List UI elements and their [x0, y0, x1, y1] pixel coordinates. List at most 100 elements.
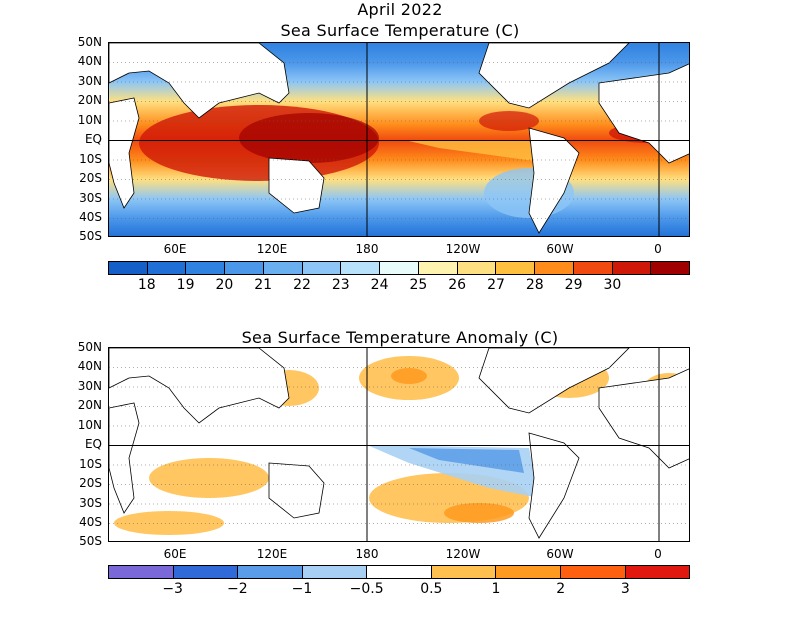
map-title-date: April 2022	[357, 0, 443, 19]
colorbar-swatch	[612, 262, 652, 274]
colorbar-label: 19	[176, 277, 195, 293]
colorbar-label: 0.5	[420, 581, 443, 597]
equatorial-cold-tongue	[409, 141, 549, 163]
lon-label: 60W	[546, 547, 574, 561]
lon-label: 180	[355, 242, 379, 256]
colorbar-label: 27	[487, 277, 505, 293]
eurasia-land	[109, 43, 290, 119]
colorbar-label: −2	[227, 581, 248, 597]
lat-label: 50N	[77, 35, 102, 49]
colorbar-swatch	[625, 566, 690, 578]
lon-label: 60E	[163, 242, 187, 256]
strong-positive-anomaly	[391, 368, 514, 523]
colorbar-swatch	[651, 262, 690, 274]
colorbar-label: 30	[603, 277, 622, 293]
lat-label: 10N	[77, 113, 102, 127]
africa-land	[109, 402, 140, 514]
lat-label: 50S	[79, 534, 102, 548]
colorbar-swatch	[457, 262, 497, 274]
lon-label: 0	[654, 547, 662, 561]
lat-label: 40N	[77, 359, 102, 373]
colorbar-swatch	[367, 566, 432, 578]
west-africa-europe-land	[598, 368, 689, 469]
lat-label: 50S	[79, 229, 102, 243]
lon-label: 120W	[445, 242, 481, 256]
lat-label: 50N	[77, 340, 102, 354]
lon-label: 60W	[546, 242, 574, 256]
west-africa-europe-land	[598, 63, 689, 164]
strong-negative-anomaly	[409, 448, 524, 473]
colorbar-label: −1	[291, 581, 313, 597]
eurasia-land	[109, 348, 290, 424]
colorbar-swatch	[302, 262, 342, 274]
colorbar-label: −3	[162, 581, 183, 597]
colorbar-swatch	[147, 262, 187, 274]
australia-land	[268, 157, 325, 214]
lat-gridlines	[109, 62, 689, 219]
colorbar-label: 22	[293, 277, 311, 293]
colorbar-label: 2	[556, 581, 566, 597]
lat-label: 30N	[77, 379, 102, 393]
lat-label: EQ	[84, 132, 102, 146]
lat-label: 20S	[79, 476, 102, 490]
colorbar-swatch	[302, 566, 368, 578]
colorbar-swatch	[431, 566, 497, 578]
colorbar-swatch	[535, 262, 574, 274]
lat-label: EQ	[84, 437, 102, 451]
colorbar-swatch	[418, 262, 458, 274]
land-masses-anomaly	[109, 348, 689, 539]
lon-label: 180	[355, 547, 379, 561]
colorbar-swatch	[186, 262, 226, 274]
anomaly-map-title: Sea Surface Temperature Anomaly (C)	[241, 328, 559, 347]
colorbar-label: 28	[525, 277, 544, 293]
lon-label: 0	[654, 242, 662, 256]
lon-label: 120E	[256, 547, 288, 561]
lat-label: 30S	[79, 191, 102, 205]
colorbar-label: −0.5	[349, 581, 384, 597]
colorbar-label: 21	[254, 277, 273, 293]
lat-gridlines-anomaly	[109, 367, 689, 524]
colorbar-swatch	[496, 262, 536, 274]
australia-land	[268, 462, 325, 519]
colorbar-label: 20	[215, 277, 234, 293]
africa-land	[109, 97, 140, 209]
colorbar-swatch	[238, 566, 303, 578]
colorbar-label: 29	[564, 277, 583, 293]
colorbar-label: 23	[331, 277, 350, 293]
colorbar-swatch	[496, 566, 561, 578]
colorbar-label: 24	[370, 277, 389, 293]
warm-pool-core	[239, 113, 379, 163]
colorbar-label: 3	[620, 581, 630, 597]
lat-label: 40N	[77, 54, 102, 68]
lat-label: 20N	[77, 398, 102, 412]
map-title-sst: Sea Surface Temperature (C)	[280, 21, 520, 40]
lat-label: 10N	[77, 418, 102, 432]
colorbar-swatch	[573, 262, 613, 274]
colorbar-label: 1	[491, 581, 501, 597]
colorbar-swatch	[173, 566, 239, 578]
sst-anomaly-map	[108, 347, 690, 542]
colorbar-swatch	[109, 262, 148, 274]
lat-label: 10S	[79, 152, 102, 166]
colorbar-label: 18	[137, 277, 156, 293]
colorbar-swatch	[263, 262, 303, 274]
north-america-land	[478, 43, 630, 109]
lat-label: 20S	[79, 171, 102, 185]
lon-label: 120E	[256, 242, 288, 256]
sst-colorbar	[108, 261, 690, 275]
colorbar-swatch	[225, 262, 264, 274]
colorbar-label: 26	[448, 277, 467, 293]
lat-label: 40S	[79, 210, 102, 224]
colorbar-swatch	[341, 262, 381, 274]
lat-label: 10S	[79, 457, 102, 471]
lat-label: 30S	[79, 496, 102, 510]
colorbar-swatch	[109, 566, 174, 578]
lat-label: 20N	[77, 93, 102, 107]
colorbar-swatch	[560, 566, 626, 578]
lon-label: 120W	[445, 547, 481, 561]
colorbar-swatch	[380, 262, 419, 274]
lat-label: 30N	[77, 74, 102, 88]
north-america-land	[478, 348, 630, 414]
lon-label: 60E	[163, 547, 187, 561]
colorbar-label: 25	[409, 277, 428, 293]
